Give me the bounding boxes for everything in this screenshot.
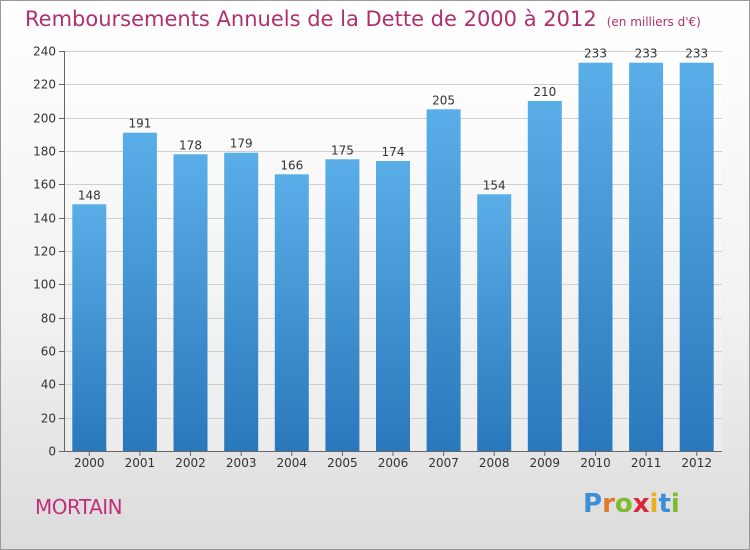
y-tick-label: 240 [33,45,56,59]
chart-title: Remboursements Annuels de la Dette de 20… [25,7,701,31]
bar-2005 [325,159,360,452]
x-tick-label: 2002 [175,456,206,470]
x-tick-label: 2007 [428,456,459,470]
y-tick-label: 80 [41,312,56,326]
proxiti-logo: Proxiti [583,489,680,519]
y-tick-label: 160 [33,178,56,192]
x-tick-label: 2001 [125,456,156,470]
bar-value-label: 154 [483,178,506,192]
chart-title-text: Remboursements Annuels de la Dette de 20… [25,7,597,31]
bar-value-label: 233 [635,47,658,61]
bar-value-label: 191 [128,117,151,131]
bar-2003 [224,152,259,451]
y-tick-label: 60 [41,345,56,359]
y-tick-label: 180 [33,145,56,159]
bar-2000 [72,204,107,451]
bar-2001 [122,132,157,451]
bar-value-label: 210 [533,85,556,99]
bar-2010 [578,62,613,451]
bar-value-label: 233 [685,47,708,61]
bar-value-label: 233 [584,47,607,61]
bar-value-label: 179 [230,137,253,151]
x-tick-label: 2003 [226,456,257,470]
bar-2007 [426,109,461,452]
bar-value-label: 174 [382,145,405,159]
bar-value-label: 205 [432,93,455,107]
y-tick-label: 40 [41,378,56,392]
y-tick-label: 100 [33,278,56,292]
y-tick-label: 220 [33,78,56,92]
x-tick-label: 2010 [580,456,611,470]
bar-value-label: 175 [331,143,354,157]
bar-2011 [629,62,664,451]
y-tick-label: 0 [48,445,56,459]
x-tick-label: 2009 [530,456,561,470]
bar-2004 [274,174,309,452]
bar-value-label: 148 [78,188,101,202]
x-tick-label: 2000 [74,456,105,470]
bar-2008 [477,194,512,452]
x-tick-label: 2004 [277,456,308,470]
bar-2009 [527,101,562,451]
bar-2006 [376,161,410,451]
y-tick-label: 140 [33,212,56,226]
bar-2012 [679,62,714,451]
city-name: MORTAIN [35,495,123,519]
bar-value-label: 178 [179,138,202,152]
x-tick-label: 2012 [681,456,712,470]
bar-2002 [173,154,208,452]
bar-value-label: 166 [280,158,303,172]
x-tick-label: 2011 [631,456,662,470]
y-tick-label: 200 [33,112,56,126]
bars: 148 191 178 179 166 175 174 205 154 210 233 233 233 [72,47,714,452]
chart-unit-label: (en milliers d'€) [606,15,701,29]
x-tick-label: 2006 [378,456,409,470]
y-axis: 0 20 40 60 80 100 120 140 160 180 200 220 240 [33,45,65,459]
x-tick-label: 2005 [327,456,358,470]
x-tick-label: 2008 [479,456,510,470]
y-tick-label: 20 [41,412,56,426]
y-tick-label: 120 [33,245,56,259]
x-axis: 2000 2001 2002 2003 2004 2005 2006 2007 2008 2009… [64,451,722,470]
